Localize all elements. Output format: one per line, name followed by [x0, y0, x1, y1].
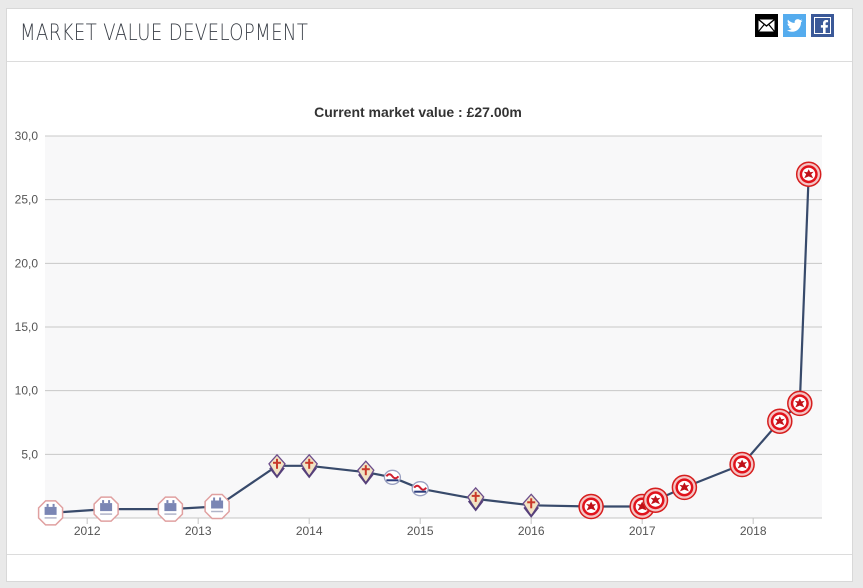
club-a-crest-icon[interactable]: [157, 496, 184, 522]
club-a-crest-icon[interactable]: [204, 493, 230, 520]
club-d-crest-icon[interactable]: [642, 487, 669, 513]
club-d-crest-icon[interactable]: [787, 390, 813, 417]
y-tick-label: 25,0: [15, 193, 39, 207]
club-c-crest-icon[interactable]: [383, 469, 402, 485]
club-d-crest-icon[interactable]: [729, 451, 755, 478]
club-c-crest-icon[interactable]: [411, 481, 429, 497]
x-tick-label: 2012: [74, 524, 101, 538]
twitter-share-button[interactable]: [783, 14, 806, 37]
x-tick-label: 2016: [518, 524, 545, 538]
facebook-share-button[interactable]: [811, 14, 834, 37]
x-tick-label: 2014: [296, 524, 323, 538]
y-tick-label: 20,0: [15, 256, 39, 270]
club-a-crest-icon[interactable]: [37, 500, 64, 526]
twitter-share-icon: [786, 19, 802, 32]
x-tick-label: 2018: [740, 524, 767, 538]
club-d-crest-icon[interactable]: [578, 493, 604, 520]
plot-area: 5,0 10,0 15,0 20,0 25,0 30,0 2012 2013 2014 2015 2…: [15, 129, 822, 538]
club-b-crest-icon[interactable]: [356, 460, 375, 485]
email-share-button[interactable]: [755, 14, 778, 37]
email-share-icon: [758, 19, 775, 32]
x-tick-label: 2017: [629, 524, 656, 538]
x-tick-label: 2015: [407, 524, 434, 538]
y-tick-label: 15,0: [15, 320, 39, 334]
card-header: MARKET VALUE DEVELOPMENT: [7, 9, 852, 62]
y-tick-label: 5,0: [21, 447, 38, 461]
chart-subtitle: Current market value : £27.00m: [314, 104, 522, 120]
y-tick-label: 10,0: [15, 384, 39, 398]
club-a-crest-icon[interactable]: [93, 496, 119, 522]
club-b-crest-icon[interactable]: [522, 493, 541, 518]
facebook-share-icon: [814, 17, 831, 34]
y-tick-label: 30,0: [15, 129, 39, 143]
club-b-crest-icon[interactable]: [268, 453, 286, 479]
x-tick-label: 2013: [185, 524, 212, 538]
club-d-crest-icon[interactable]: [671, 474, 698, 501]
club-d-crest-icon[interactable]: [795, 161, 822, 187]
club-d-crest-icon[interactable]: [767, 408, 793, 434]
club-b-crest-icon[interactable]: [300, 453, 319, 479]
club-b-crest-icon[interactable]: [466, 486, 485, 512]
page-title: MARKET VALUE DEVELOPMENT: [20, 21, 309, 46]
card-footer-divider: [7, 554, 852, 555]
